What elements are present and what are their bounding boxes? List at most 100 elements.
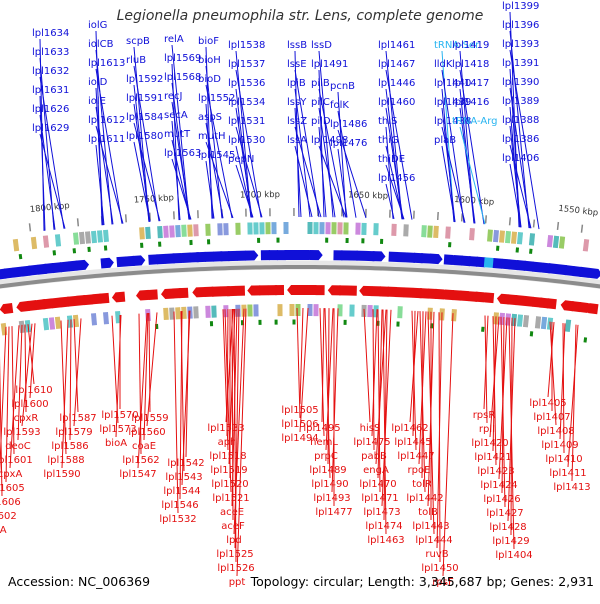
top-leader-line (441, 107, 456, 223)
bottom-leader-line (17, 324, 23, 441)
top-leader-line (235, 69, 262, 218)
reverse-annotation-block (373, 305, 379, 318)
top-gene-label: lpl1438 (434, 116, 471, 127)
reverse-gene-arrow (47, 297, 62, 309)
forward-annotation-block (313, 222, 319, 235)
top-leader-line (235, 107, 253, 218)
bottom-gene-label: aceE (220, 507, 244, 518)
bottom-gene-label: lpl1444 (415, 535, 452, 546)
top-gene-label: lpl1389 (502, 96, 539, 107)
bottom-gene-label: rpoE (408, 465, 431, 476)
top-gene-label: lpl1390 (502, 77, 539, 88)
forward-annotation-block (84, 231, 92, 244)
bottom-gene-label: lpl1494 (281, 433, 318, 444)
bottom-leader-line (236, 308, 247, 577)
top-gene-label: lpl1439 (434, 97, 471, 108)
bottom-leader-line (299, 307, 304, 405)
forward-annotation-block (307, 221, 313, 235)
top-gene-label: lpl1626 (32, 104, 69, 115)
reverse-annotation-block (163, 307, 169, 321)
top-leader-line (509, 144, 532, 229)
bottom-gene-label: tolR (412, 479, 432, 490)
top-leader-line (509, 30, 530, 229)
backbone-arc (0, 264, 600, 289)
top-gene-label: rluB (126, 55, 146, 66)
reverse-annotation-block (534, 316, 542, 329)
bottom-leader-line (224, 309, 232, 493)
bottom-leader-line (383, 309, 388, 521)
bottom-gene-label: lpl1423 (477, 466, 514, 477)
top-gene-label: lpl1456 (378, 173, 415, 184)
top-leader-line (441, 145, 456, 223)
top-leader-line (294, 145, 313, 218)
bottom-leader-line (549, 321, 557, 426)
top-gene-label: lpl1633 (32, 47, 69, 58)
bottom-leader-line (9, 325, 20, 469)
reverse-annotation-block (193, 306, 199, 319)
reverse-gene-arrow (247, 285, 261, 296)
reverse-annotation-block (397, 306, 403, 319)
reverse-gene-arrow (584, 303, 599, 315)
top-gene-label: lpl1418 (452, 59, 489, 70)
reverse-annotation-block (522, 314, 530, 328)
position-tick (76, 218, 80, 227)
bottom-leader-line (321, 308, 325, 423)
top-leader-line (385, 69, 413, 220)
reverse-annotation-block (181, 306, 187, 320)
top-leader-line (459, 126, 486, 225)
position-tick (197, 210, 199, 219)
bottom-gene-label: lpl1450 (421, 563, 458, 574)
reverse-annotation-block (48, 317, 56, 330)
reverse-annotation-block (540, 316, 548, 330)
reverse-mark (274, 319, 278, 325)
forward-mark (448, 242, 452, 248)
position-tick (556, 221, 560, 231)
bottom-gene-label: lpl1570 (101, 410, 138, 421)
reverse-annotation-block (223, 305, 229, 318)
bottom-gene-label: lpl1420 (471, 438, 508, 449)
forward-annotation-block (235, 222, 241, 235)
forward-annotation-block (558, 236, 566, 249)
top-leader-line (171, 158, 192, 220)
forward-mark (515, 247, 520, 253)
bottom-leader-line (231, 309, 234, 521)
top-gene-label: lpl1386 (502, 134, 539, 145)
reverse-gene-arrow (520, 295, 534, 307)
bottom-gene-label: lpl1579 (55, 427, 92, 438)
reverse-gene-arrow (295, 284, 309, 296)
forward-annotation-block (421, 225, 427, 238)
bottom-leader-line (363, 308, 371, 423)
forward-annotation-block (319, 222, 325, 235)
forward-annotation-block (78, 231, 86, 245)
bottom-gene-label: lpl1544 (163, 486, 200, 497)
bottom-leader-line (324, 308, 331, 479)
top-gene-label: lpl1446 (378, 78, 415, 89)
bottom-leader-line (419, 311, 426, 493)
bottom-leader-line (222, 309, 229, 451)
forward-annotation-block (343, 222, 349, 235)
bottom-leader-line (559, 323, 566, 440)
top-gene-label: thiDE (378, 154, 405, 165)
bottom-leader-line (500, 316, 506, 508)
forward-annotation-block (54, 234, 62, 247)
forward-mark (380, 238, 384, 244)
forward-mark (345, 237, 349, 244)
bottom-gene-label: lpl1493 (313, 493, 350, 504)
reverse-gene-arrow (63, 295, 78, 307)
top-gene-label: lssB (287, 40, 307, 51)
top-leader-line (235, 126, 263, 218)
top-gene-label: lpl1537 (228, 59, 265, 70)
reverse-annotation-block (516, 314, 524, 327)
forward-annotation-block (247, 222, 253, 235)
forward-annotation-block (445, 226, 451, 239)
bottom-gene-label: lpl1410 (545, 454, 582, 465)
top-gene-label: lpl1538 (228, 40, 265, 51)
top-leader-line (171, 44, 190, 220)
bottom-leader-line (27, 324, 35, 385)
top-gene-label: lssZ (287, 116, 307, 127)
reverse-annotation-block (235, 304, 241, 317)
reverse-annotation-block (211, 305, 217, 318)
bottom-leader-line (381, 309, 392, 507)
top-leader-line (318, 88, 345, 218)
bottom-gene-label: lpl1533 (207, 423, 244, 434)
